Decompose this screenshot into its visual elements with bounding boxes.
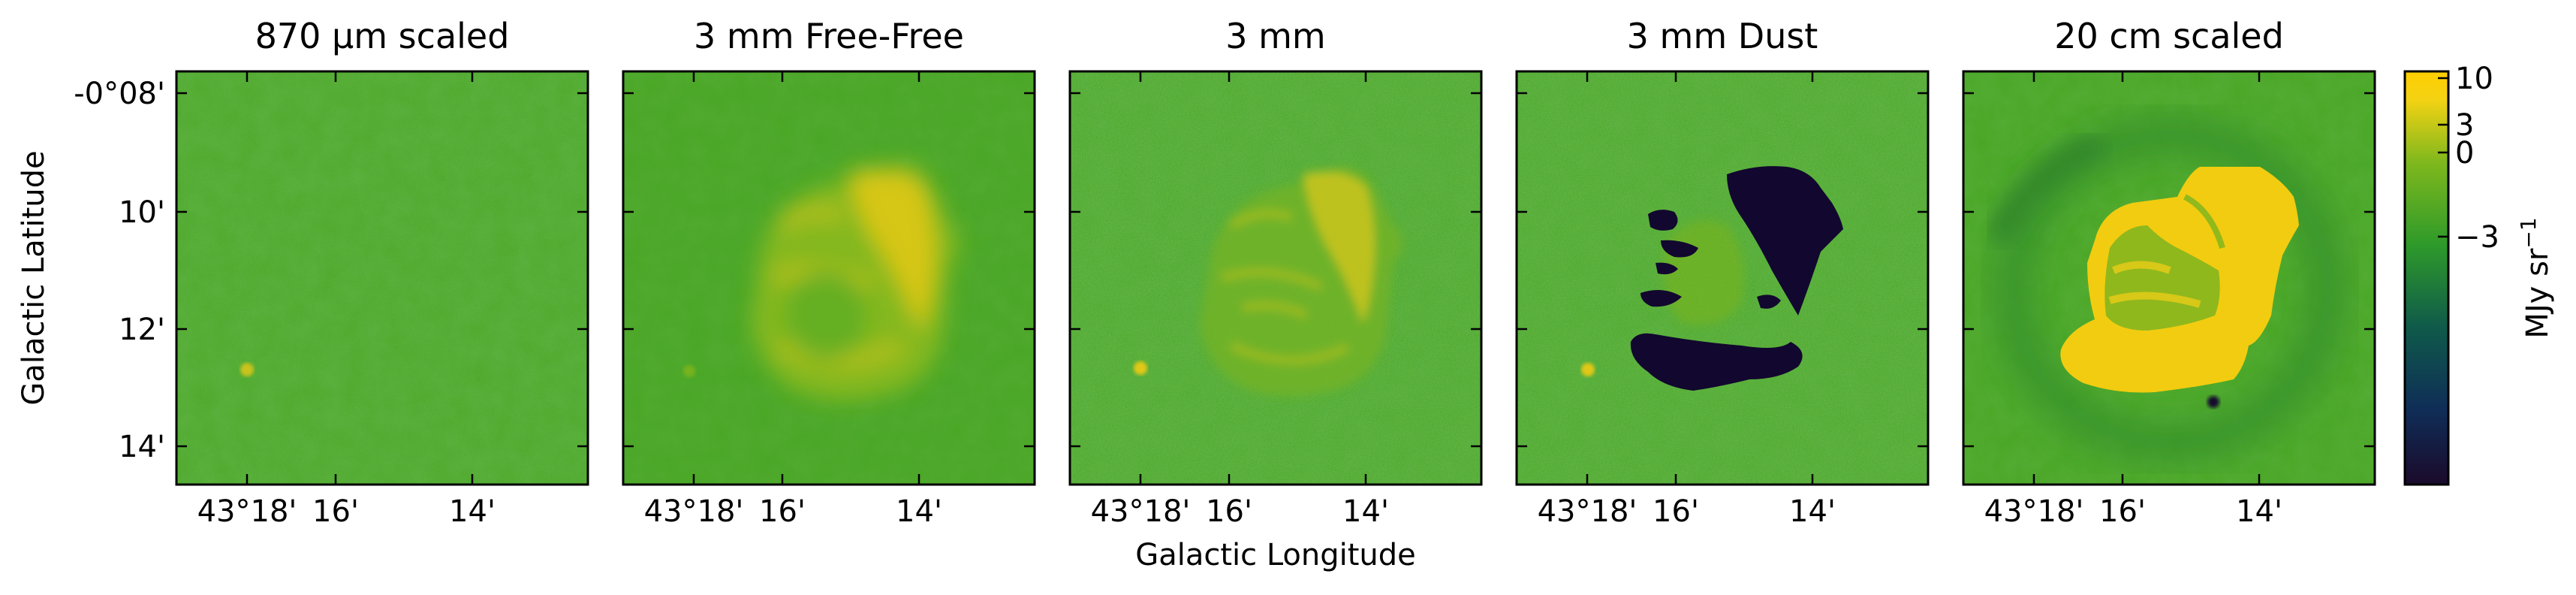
y-axis: -0°08' 10' 12' 14' Galactic Latitude [17, 77, 165, 464]
panel-image [1517, 71, 1928, 485]
ytick-label: 14' [119, 430, 165, 464]
xtick-label: 43°18' [1984, 494, 2084, 529]
panel-image [176, 71, 588, 485]
x-axis-label: Galactic Longitude [1135, 538, 1416, 572]
panel-image [1963, 71, 2375, 485]
colorbar-tick: 3 [2455, 108, 2474, 143]
xtick-label: 14' [449, 494, 496, 529]
xtick-label: 14' [1789, 494, 1836, 529]
colorbar-tick: 0 [2455, 136, 2474, 171]
xtick-label: 43°18' [197, 494, 297, 529]
xtick-label: 16' [312, 494, 359, 529]
xtick-label: 14' [2236, 494, 2282, 529]
panel-frame [622, 70, 1036, 486]
bright-emission-shell [2060, 167, 2299, 393]
panel-20cm: 20 cm scaled [1962, 16, 2376, 486]
compact-source [1581, 363, 1595, 376]
xtick-label: 43°18' [1091, 494, 1191, 529]
panel-title: 3 mm Free-Free [694, 16, 964, 56]
panel-frame [1068, 70, 1483, 486]
colorbar-tick: 10 [2455, 62, 2493, 96]
panel-title: 3 mm Dust [1627, 16, 1818, 56]
panel-frame [1515, 70, 1930, 486]
xtick-label: 16' [1653, 494, 1699, 529]
panel-image [623, 71, 1035, 485]
panel-3mm-freefree: 3 mm Free-Free [622, 16, 1036, 486]
xtick-label: 43°18' [644, 494, 744, 529]
ytick-label: 12' [119, 313, 165, 347]
panel-frame [175, 70, 589, 486]
panel-title: 870 μm scaled [255, 16, 510, 56]
panel-image [1070, 71, 1481, 485]
compact-source [240, 363, 254, 376]
ytick-label: 10' [119, 195, 165, 230]
panel-3mm: 3 mm [1068, 16, 1483, 486]
compact-source [1134, 361, 1147, 375]
colorbar-tick: −3 [2455, 220, 2499, 255]
axis-ticks [176, 71, 2375, 485]
xtick-label: 16' [2099, 494, 2146, 529]
negative-residual-regions [1630, 166, 1843, 391]
xtick-label: 16' [1206, 494, 1252, 529]
x-axis: 43°18' 16' 14' 43°18' 16' 14' 43°18' 16' 14' 43°1… [197, 494, 2282, 529]
xtick-label: 14' [896, 494, 942, 529]
y-axis-label: Galactic Latitude [17, 150, 51, 405]
panel-title: 20 cm scaled [2054, 16, 2284, 56]
panel-title: 3 mm [1225, 16, 1326, 56]
xtick-label: 43°18' [1538, 494, 1637, 529]
colorbar-label: MJy sr−1 [2516, 217, 2555, 338]
panel-870um: 870 μm scaled [175, 16, 589, 486]
colorbar-gradient [2403, 70, 2450, 486]
xtick-label: 14' [1342, 494, 1389, 529]
ytick-label: -0°08' [74, 77, 165, 111]
panel-3mm-dust: 3 mm Dust [1515, 16, 1930, 486]
panel-frame [1962, 70, 2376, 486]
xtick-label: 16' [759, 494, 806, 529]
colorbar: 10 3 0 −3 MJy sr−1 [2403, 62, 2555, 486]
